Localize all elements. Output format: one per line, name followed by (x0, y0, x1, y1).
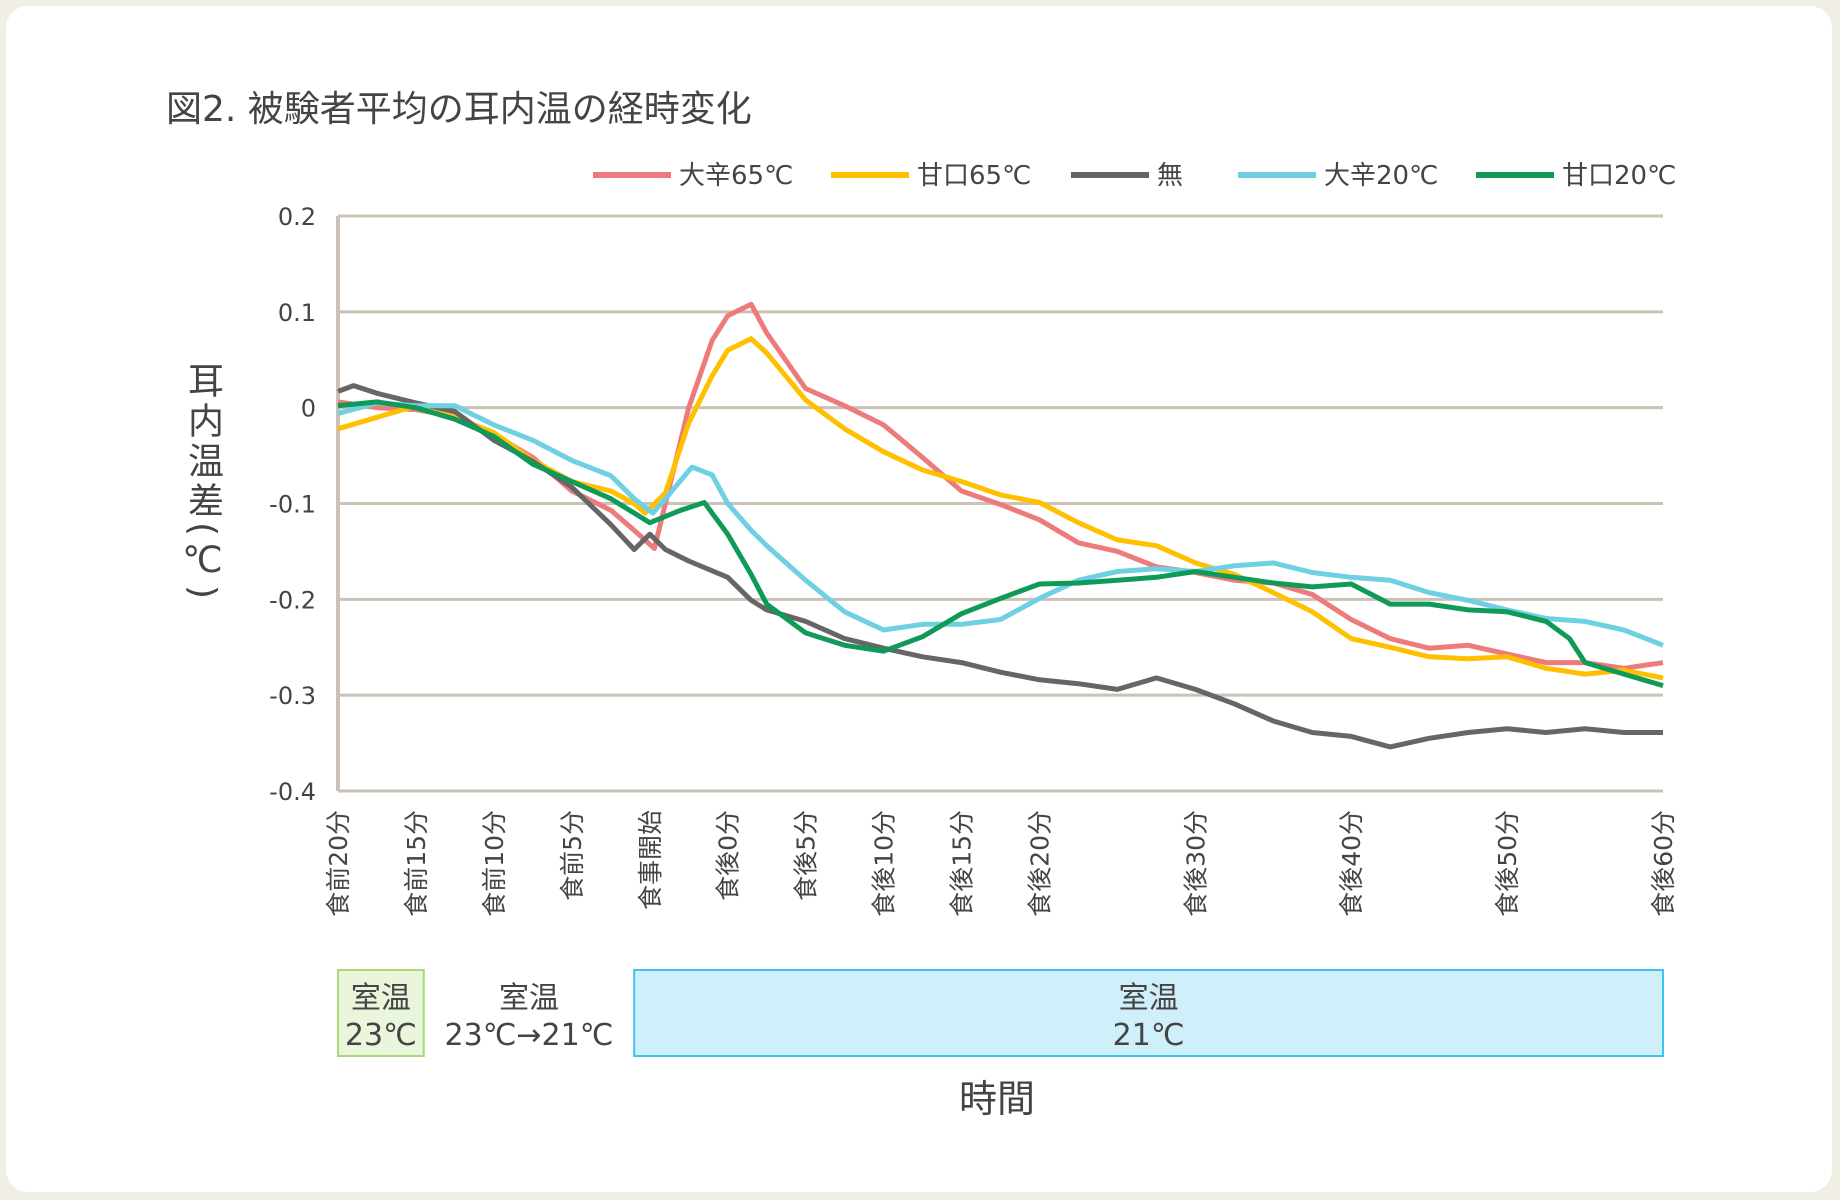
room-temp-value: 23℃ (345, 1018, 417, 1053)
legend-label: 大辛65℃ (679, 161, 793, 191)
legend-label: 甘口65℃ (917, 161, 1031, 191)
x-tick-label: 食後30分 (1181, 810, 1210, 917)
x-tick-label: 食前10分 (480, 810, 509, 917)
x-tick-label: 食後50分 (1493, 810, 1522, 917)
room-temp-label: 室温 (499, 981, 559, 1016)
legend-label: 無 (1157, 161, 1183, 191)
x-tick-label: 食事開始 (636, 810, 665, 910)
x-axis-label: 時間 (959, 1077, 1035, 1121)
x-tick-label: 食後20分 (1025, 810, 1054, 917)
legend-label: 大辛20℃ (1324, 161, 1438, 191)
x-tick-label: 食前20分 (324, 810, 353, 917)
room-temp-box (633, 969, 1664, 1057)
room-temp-box (337, 969, 425, 1057)
x-tick-label: 食後5分 (792, 810, 821, 901)
x-tick-label: 食後40分 (1337, 810, 1366, 917)
y-tick-label: -0.2 (269, 586, 316, 614)
room-temp-value: 23℃→21℃ (445, 1018, 614, 1053)
chart-title: 図2. 被験者平均の耳内温の経時変化 (166, 89, 752, 130)
x-tick-label: 食後10分 (870, 810, 899, 917)
series-line-2 (337, 336, 1664, 681)
y-tick-label: 0.1 (278, 299, 316, 327)
room-temp-value: 21℃ (1113, 1018, 1185, 1053)
y-tick-label: 0 (301, 395, 316, 423)
legend-label: 甘口20℃ (1562, 161, 1676, 191)
series-line-5 (337, 399, 1664, 688)
y-axis-label: 耳内温差(℃) (182, 362, 223, 604)
y-tick-label: -0.3 (269, 682, 316, 710)
x-tick-label: 食前15分 (402, 810, 431, 917)
series-line-1 (337, 301, 1664, 671)
room-temp-label: 室温 (351, 981, 411, 1016)
x-tick-label: 食前5分 (558, 810, 587, 901)
x-tick-label: 食後15分 (948, 810, 977, 917)
x-tick-label: 食後60分 (1649, 810, 1678, 917)
room-temp-label: 室温 (1119, 981, 1179, 1016)
series-line-4 (337, 400, 1664, 648)
x-tick-label: 食後0分 (714, 810, 743, 901)
y-tick-label: -0.4 (269, 778, 316, 806)
y-tick-label: 0.2 (278, 203, 316, 231)
y-tick-label: -0.1 (269, 491, 316, 519)
